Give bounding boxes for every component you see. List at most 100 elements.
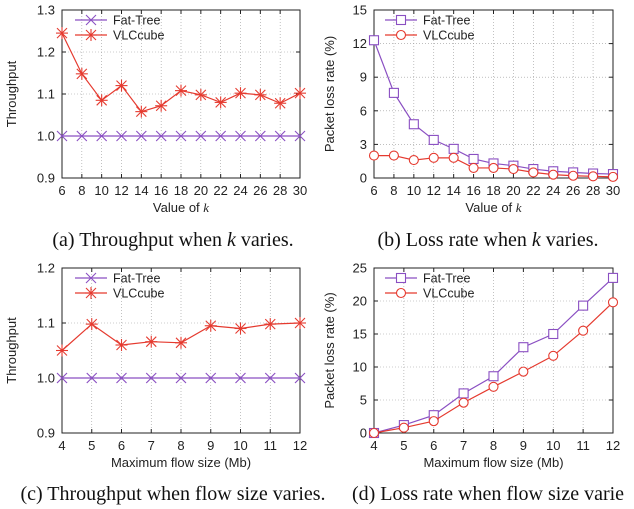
data-point-vlccube — [519, 367, 528, 376]
x-tick-label: 22 — [213, 183, 227, 198]
y-tick-label: 1.0 — [37, 129, 55, 144]
y-axis-label: Packet loss rate (%) — [322, 36, 337, 152]
y-tick-label: 1.1 — [37, 316, 55, 331]
x-tick-label: 26 — [253, 183, 267, 198]
data-point-fat-tree — [409, 120, 418, 129]
x-tick-label: 6 — [370, 183, 377, 198]
x-tick-label: 16 — [466, 183, 480, 198]
data-point-vlccube — [579, 326, 588, 335]
y-tick-label: 1.2 — [37, 45, 55, 60]
data-point-vlccube — [215, 96, 227, 108]
data-point-vlccube — [135, 106, 147, 118]
x-tick-label: 7 — [148, 438, 155, 453]
data-point-vlccube — [609, 172, 618, 181]
data-point-fat-tree — [459, 389, 468, 398]
x-axis-label-text: Value of — [153, 200, 203, 215]
y-axis-label: Throughput — [4, 317, 19, 384]
caption-text: (c) Throughput when flow size varies. — [20, 483, 325, 505]
x-tick-label: 8 — [177, 438, 184, 453]
data-point-vlccube — [235, 87, 247, 99]
chart-caption: (d) Loss rate when flow size varie — [352, 483, 624, 505]
x-axis-label: Value of k — [153, 200, 209, 215]
x-tick-label: 6 — [430, 438, 437, 453]
data-point-vlccube — [205, 320, 217, 332]
legend-marker — [85, 287, 97, 299]
data-point-fat-tree — [489, 372, 498, 381]
y-tick-label: 3 — [360, 137, 367, 152]
caption-text: (d) Loss rate when flow size varie — [352, 483, 624, 505]
data-point-vlccube — [264, 318, 276, 330]
y-tick-label: 12 — [353, 36, 367, 51]
legend-label: VLCcube — [423, 287, 474, 301]
x-tick-label: 10 — [94, 183, 108, 198]
data-point-vlccube — [235, 323, 247, 335]
x-tick-label: 14 — [446, 183, 460, 198]
y-tick-label: 6 — [360, 103, 367, 118]
legend-marker — [397, 289, 406, 298]
data-point-vlccube — [145, 336, 157, 348]
x-tick-label: 12 — [606, 438, 620, 453]
y-tick-label: 1.2 — [37, 261, 55, 276]
caption-text: (a) Throughput when — [52, 229, 222, 251]
data-point-vlccube — [86, 318, 98, 330]
y-tick-label: 9 — [360, 70, 367, 85]
data-point-vlccube — [549, 170, 558, 179]
x-tick-label: 5 — [88, 438, 95, 453]
x-tick-label: 9 — [520, 438, 527, 453]
data-point-vlccube — [274, 97, 286, 109]
legend: Fat-TreeVLCcube — [385, 272, 474, 301]
data-point-vlccube — [370, 429, 379, 438]
y-tick-label: 10 — [353, 360, 367, 375]
data-point-fat-tree — [519, 343, 528, 352]
y-tick-label: 1.1 — [37, 87, 55, 102]
x-tick-label: 11 — [576, 438, 590, 453]
data-point-fat-tree — [370, 36, 379, 45]
x-tick-label: 26 — [566, 183, 580, 198]
y-axis-label: Packet loss rate (%) — [322, 292, 337, 408]
chart-caption: (b) Loss rate when k varies. — [377, 229, 598, 251]
data-point-vlccube — [294, 317, 306, 329]
data-point-vlccube — [569, 171, 578, 180]
x-axis-label-var: k — [516, 200, 522, 215]
data-point-vlccube — [389, 151, 398, 160]
data-point-vlccube — [116, 339, 128, 351]
data-point-vlccube — [609, 298, 618, 307]
chart-a: 6 8 10 12 14 16 18 20 22 24 26 28 30 0.9 1.0 1.1 1.2 1.3 V… — [4, 3, 307, 252]
legend-marker — [85, 29, 97, 41]
y-tick-label: 25 — [353, 261, 367, 276]
y-tick-label: 0 — [360, 171, 367, 186]
x-tick-label: 6 — [118, 438, 125, 453]
x-tick-label: 8 — [490, 438, 497, 453]
x-tick-label: 12 — [293, 438, 307, 453]
x-tick-label: 18 — [486, 183, 500, 198]
legend-label: Fat-Tree — [423, 272, 471, 286]
data-point-fat-tree — [389, 88, 398, 97]
y-tick-label: 1.3 — [37, 3, 55, 18]
legend: Fat-TreeVLCcube — [75, 14, 164, 43]
caption-text: varies. — [546, 229, 599, 251]
caption-text: (b) Loss rate when — [377, 229, 526, 251]
x-tick-label: 9 — [207, 438, 214, 453]
legend-label: VLCcube — [113, 29, 164, 43]
y-tick-label: 1.0 — [37, 371, 55, 386]
data-point-vlccube — [175, 85, 187, 97]
x-tick-label: 4 — [58, 438, 65, 453]
y-axis-label: Throughput — [4, 60, 19, 127]
data-point-vlccube — [459, 398, 468, 407]
legend-label: Fat-Tree — [423, 14, 471, 28]
y-tick-label: 0 — [360, 426, 367, 441]
x-tick-label: 10 — [233, 438, 247, 453]
legend-label: Fat-Tree — [113, 14, 161, 28]
y-tick-label: 0.9 — [37, 426, 55, 441]
x-tick-label: 8 — [390, 183, 397, 198]
caption-text: varies. — [241, 229, 294, 251]
legend-marker — [397, 31, 406, 40]
legend-label: Fat-Tree — [113, 272, 161, 286]
data-point-fat-tree — [579, 301, 588, 310]
legend-label: VLCcube — [423, 29, 474, 43]
chart-c: 4 5 6 7 8 9 10 11 12 0.9 1.0 1.1 1.2 Maximum flow siz… — [4, 261, 326, 506]
y-tick-label: 15 — [353, 327, 367, 342]
data-point-vlccube — [469, 163, 478, 172]
x-tick-label: 12 — [114, 183, 128, 198]
data-point-vlccube — [399, 423, 408, 432]
